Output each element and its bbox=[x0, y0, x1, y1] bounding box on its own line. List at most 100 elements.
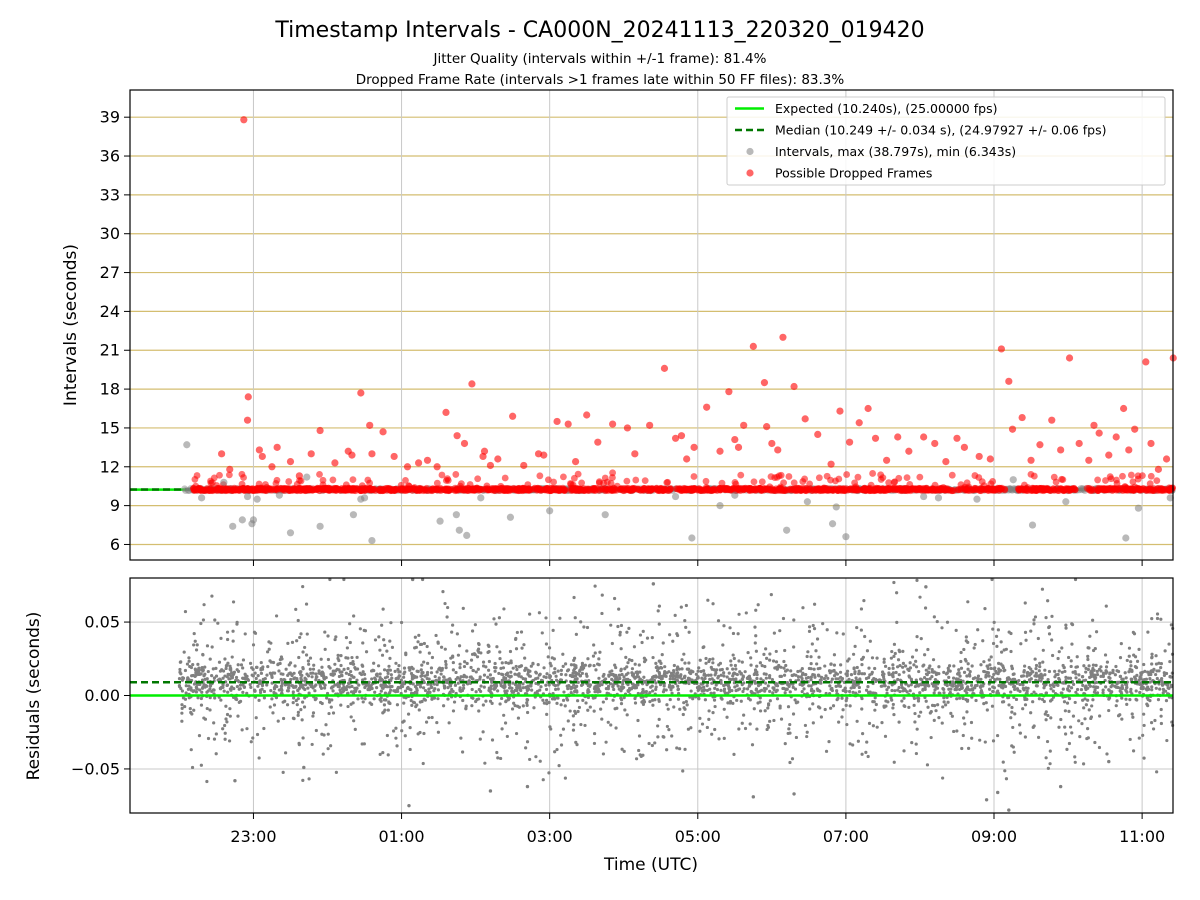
dropped-frame-point bbox=[814, 430, 822, 439]
interval-point bbox=[1008, 486, 1016, 494]
residual-point bbox=[547, 683, 551, 687]
residual-point bbox=[358, 690, 362, 694]
residual-point bbox=[238, 687, 242, 691]
residual-point bbox=[729, 659, 733, 663]
residual-point bbox=[711, 657, 715, 661]
residual-point bbox=[1053, 675, 1057, 679]
residual-point bbox=[851, 690, 855, 694]
residual-point bbox=[1148, 676, 1152, 681]
residual-point bbox=[821, 622, 825, 626]
dropped-frame-point bbox=[1149, 487, 1157, 494]
dropped-frame-point bbox=[1113, 476, 1120, 484]
residual-point bbox=[1057, 678, 1062, 682]
residual-point bbox=[815, 662, 819, 666]
dropped-frame-point bbox=[379, 428, 387, 436]
dropped-frame-point bbox=[653, 485, 661, 493]
residual-point bbox=[399, 620, 404, 625]
residual-point bbox=[293, 664, 297, 668]
interval-point bbox=[220, 478, 228, 486]
residual-point bbox=[794, 735, 798, 740]
residual-point bbox=[265, 673, 269, 677]
residual-point bbox=[637, 748, 641, 753]
residual-point bbox=[732, 656, 736, 661]
chart-subtitle-jitter: Jitter Quality (intervals within +/-1 fr… bbox=[433, 51, 767, 67]
residual-point bbox=[768, 699, 772, 703]
residual-point bbox=[1036, 636, 1040, 641]
residual-point bbox=[424, 720, 429, 724]
residual-point bbox=[831, 704, 836, 708]
residual-point bbox=[210, 645, 214, 649]
residual-point bbox=[1012, 750, 1016, 754]
residual-point bbox=[976, 674, 981, 678]
residual-point bbox=[195, 643, 199, 647]
residual-point bbox=[619, 696, 623, 700]
residual-point bbox=[923, 606, 928, 610]
residual-point bbox=[711, 661, 715, 665]
dropped-frame-point bbox=[316, 470, 323, 478]
residual-point bbox=[832, 653, 837, 657]
dropped-frame-point bbox=[399, 485, 406, 493]
residual-point bbox=[267, 647, 271, 651]
residual-point bbox=[811, 623, 815, 628]
residual-point bbox=[1023, 601, 1027, 605]
residual-point bbox=[873, 666, 877, 671]
residual-point bbox=[580, 661, 585, 665]
residual-point bbox=[636, 718, 640, 723]
residual-point bbox=[422, 641, 426, 646]
residual-point bbox=[583, 723, 587, 728]
residual-point bbox=[379, 689, 383, 693]
residual-point bbox=[425, 644, 429, 649]
residual-point bbox=[912, 696, 917, 700]
residual-point bbox=[213, 618, 217, 622]
dropped-frame-point bbox=[368, 450, 376, 458]
residual-point bbox=[890, 649, 894, 654]
residual-point bbox=[792, 618, 796, 622]
residual-point bbox=[749, 663, 753, 667]
residual-point bbox=[522, 643, 526, 647]
residual-point bbox=[676, 666, 680, 670]
residual-point bbox=[867, 721, 872, 725]
residual-point bbox=[657, 671, 662, 676]
residual-point bbox=[388, 685, 392, 689]
dropped-frame-point bbox=[474, 475, 482, 483]
dropped-frame-point bbox=[1138, 472, 1146, 480]
residual-point bbox=[301, 686, 305, 690]
dropped-frame-point bbox=[314, 484, 321, 492]
residual-point bbox=[899, 683, 904, 687]
residual-point bbox=[1168, 659, 1172, 664]
residual-point bbox=[387, 664, 391, 668]
residual-point bbox=[812, 627, 817, 631]
residual-point bbox=[597, 663, 601, 667]
dropped-frame-point bbox=[492, 485, 500, 493]
residual-point bbox=[290, 640, 295, 645]
dropped-frame-point bbox=[799, 478, 807, 485]
dropped-frame-point bbox=[609, 420, 617, 428]
residual-point bbox=[642, 675, 646, 679]
dropped-frame-point bbox=[494, 455, 502, 463]
residual-point bbox=[274, 614, 279, 618]
residual-point bbox=[932, 691, 936, 695]
dropped-frame-point bbox=[1065, 354, 1074, 362]
residual-point bbox=[762, 672, 766, 676]
residual-point bbox=[453, 683, 458, 687]
residual-point bbox=[1093, 740, 1097, 745]
dropped-frame-point bbox=[731, 478, 739, 486]
dropped-frame-point bbox=[366, 421, 374, 429]
residual-point bbox=[796, 678, 801, 682]
residual-point bbox=[336, 684, 341, 688]
residual-point bbox=[754, 649, 758, 653]
residual-point bbox=[962, 647, 966, 652]
residual-point bbox=[931, 658, 936, 662]
interval-point bbox=[671, 492, 680, 501]
residual-point bbox=[505, 734, 509, 739]
residual-point bbox=[192, 708, 196, 712]
residual-point bbox=[1104, 665, 1109, 669]
dropped-frame-point bbox=[486, 461, 495, 470]
residual-point bbox=[393, 669, 397, 674]
dropped-frame-point bbox=[687, 486, 695, 493]
residual-point bbox=[873, 708, 877, 712]
residual-point bbox=[281, 716, 286, 721]
residual-point bbox=[483, 761, 487, 765]
residual-point bbox=[637, 734, 642, 738]
interval-point bbox=[920, 492, 928, 501]
